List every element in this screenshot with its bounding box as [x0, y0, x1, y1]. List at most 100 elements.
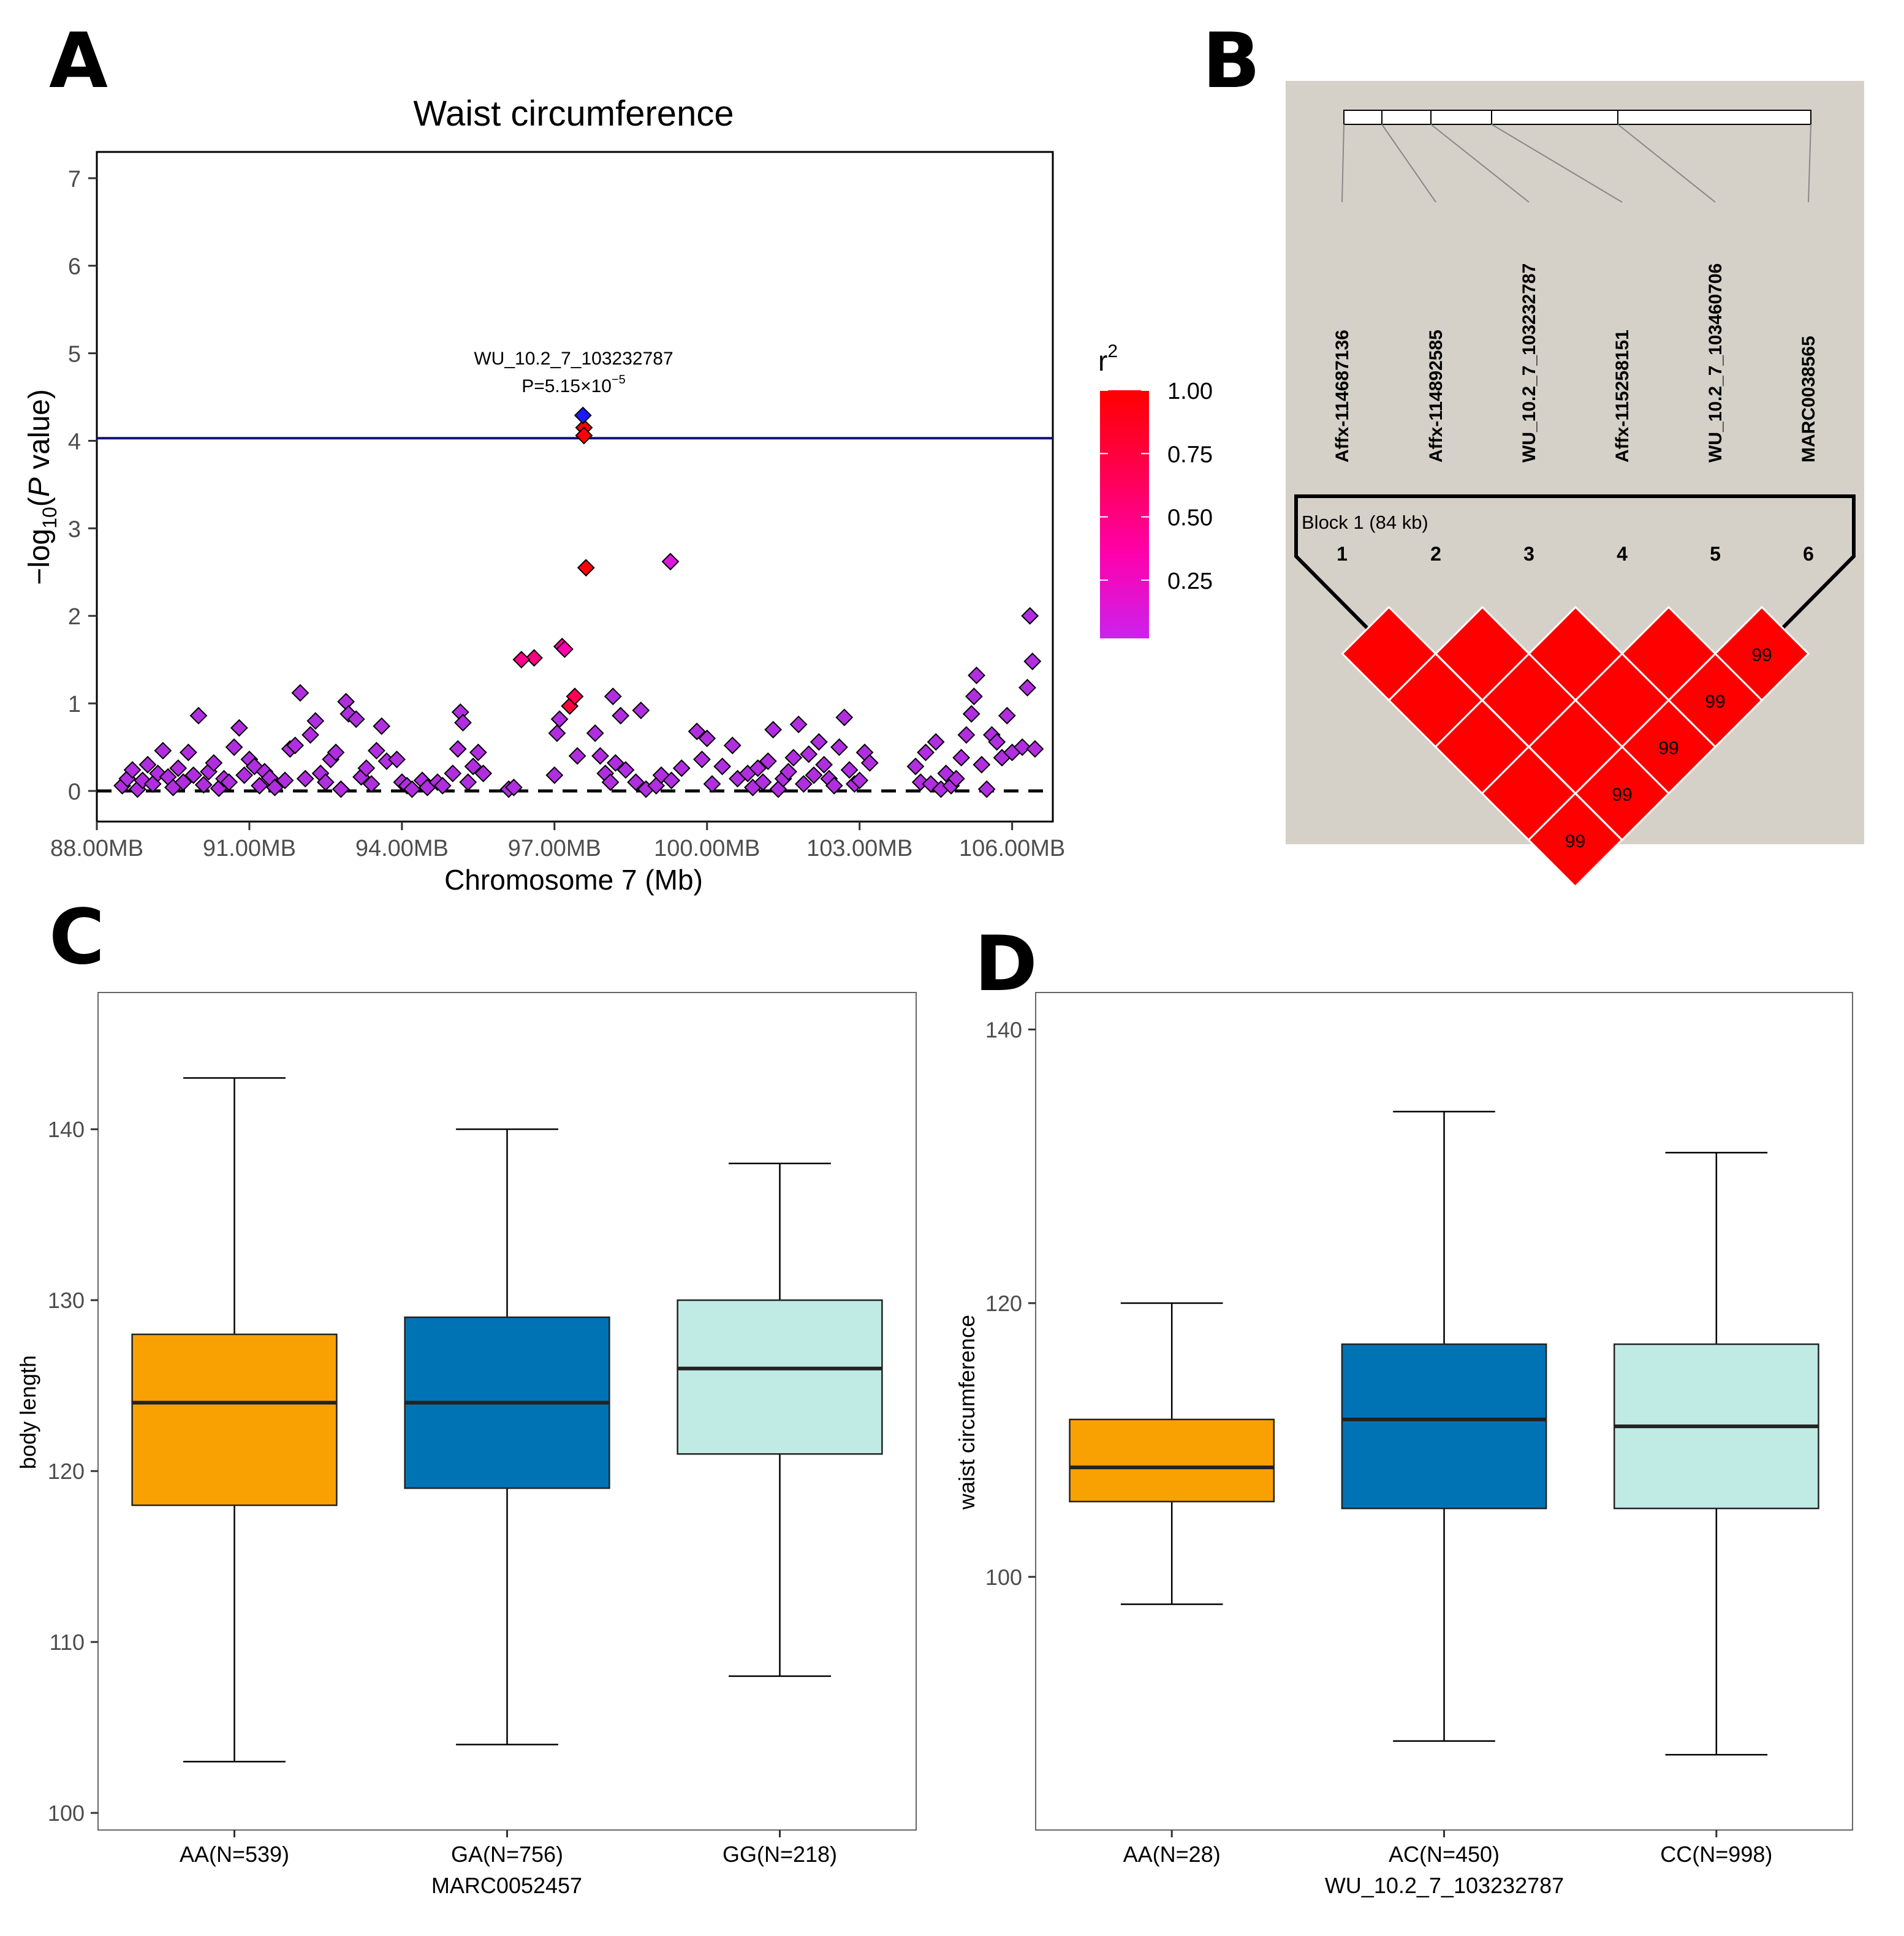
chart-c-xlabel: MARC0052457 — [431, 1873, 582, 1898]
snp-point — [962, 705, 980, 723]
legend-tick-label: 0.25 — [1167, 569, 1213, 594]
ld-cell-value: 99 — [1658, 738, 1678, 758]
chart-a-points — [113, 406, 1044, 798]
y-tick-label: 120 — [48, 1459, 85, 1484]
snp-point — [800, 745, 818, 763]
snp-point — [957, 726, 976, 744]
snp-point — [548, 724, 566, 743]
snp-point — [449, 739, 467, 758]
ld-cell-value: 99 — [1612, 785, 1632, 805]
snp-point-ld — [661, 553, 680, 571]
chart-d-x-axis: AA(N=28) AC(N=450) CC(N=998) — [1123, 1830, 1772, 1867]
snp-point — [805, 766, 823, 784]
snp-point-ld — [555, 640, 574, 658]
x-tick-label: 100.00MB — [654, 836, 760, 861]
snp-point — [286, 736, 305, 755]
y-tick-label: 2 — [68, 604, 81, 630]
snp-point — [327, 743, 345, 762]
box-iqr — [677, 1299, 883, 1455]
ld-bar-ticks — [1343, 110, 1811, 124]
box-iqr — [131, 1333, 338, 1507]
snp-point — [988, 733, 1006, 751]
chart-a-top-snp-label: WU_10.2_7_103232787 — [474, 349, 673, 369]
ld-cell — [1527, 792, 1623, 888]
snp-point — [276, 771, 294, 790]
snp-point — [474, 765, 493, 782]
snp-name-label: MARC0038565 — [1799, 336, 1819, 463]
snp-point — [794, 775, 813, 793]
snp-point — [568, 747, 586, 765]
ld-cells: 99 99 99 99 99 — [1341, 605, 1810, 888]
pvalue-mantissa: P=5.15×10 — [522, 376, 612, 396]
snp-point — [851, 771, 869, 790]
chart-c-boxes — [131, 1077, 883, 1763]
x-tick-label: 106.00MB — [959, 836, 1065, 861]
snp-connector — [1491, 124, 1623, 203]
snp-connector — [1341, 124, 1345, 203]
panel-c-boxplot: 100 110 120 130 140 AA(N=539) GA(N=756) GG(N=2… — [15, 992, 917, 1898]
snp-point — [154, 741, 172, 760]
snp-point — [764, 720, 783, 739]
snp-point — [906, 757, 925, 776]
snp-point — [367, 741, 385, 760]
snp-name-label: WU_10.2_7_103232787 — [1519, 263, 1539, 463]
x-tick-label: GA(N=756) — [451, 1842, 563, 1867]
x-tick-label: GG(N=218) — [723, 1842, 837, 1867]
snp-point — [973, 755, 991, 774]
snp-point — [688, 722, 706, 741]
snp-point-ld — [525, 649, 544, 667]
y-tick-label: 140 — [48, 1117, 85, 1142]
ld-cell-value: 99 — [1565, 831, 1585, 852]
chart-d-ylabel: waist circumference — [954, 1315, 979, 1510]
ld-connectors — [1341, 124, 1811, 203]
snp-point — [469, 743, 487, 762]
chart-a-title: Waist circumference — [413, 94, 734, 134]
snp-point — [169, 759, 188, 777]
y-tick-label: 3 — [68, 516, 81, 542]
snp-point — [965, 687, 983, 706]
snp-number: 5 — [1710, 543, 1721, 565]
snp-point — [601, 773, 620, 792]
snp-point — [220, 773, 238, 792]
chart-d-boxes — [1069, 1111, 1819, 1756]
snp-point — [174, 773, 192, 792]
snp-point — [1026, 739, 1044, 758]
snp-point — [693, 751, 711, 768]
legend-title-sup: 2 — [1107, 341, 1118, 361]
legend-title-r: r — [1098, 345, 1107, 377]
snp-point — [606, 754, 624, 772]
snp-point — [586, 724, 604, 743]
snp-point — [316, 773, 335, 792]
snp-point — [403, 780, 421, 798]
x-tick-label: AA(N=539) — [180, 1842, 289, 1867]
panel-letter-d: D — [974, 920, 1037, 1008]
legend-tick-label: 1.00 — [1167, 379, 1213, 404]
chart-c-x-axis: AA(N=539) GA(N=756) GG(N=218) — [180, 1830, 837, 1867]
snp-point — [784, 749, 803, 767]
y-tick-label: 110 — [50, 1630, 85, 1655]
snp-point — [789, 715, 808, 733]
snp-point — [604, 687, 622, 706]
snp-point — [917, 743, 935, 762]
ld-chromosome-bar — [1343, 110, 1811, 125]
x-tick-label: AC(N=450) — [1389, 1842, 1500, 1867]
snp-point — [612, 706, 630, 725]
snp-point — [505, 778, 523, 796]
snp-point — [189, 706, 208, 725]
chart-a-top-snp-pvalue: P=5.15×10−5 — [522, 373, 626, 396]
snp-point — [306, 712, 325, 730]
snp-point-ld — [512, 651, 531, 669]
snp-point — [840, 761, 859, 779]
chart-d-y-axis: 100 120 140 — [985, 1017, 1036, 1590]
snp-point — [998, 706, 1016, 725]
y-tick-label: 140 — [985, 1017, 1022, 1042]
snp-point-ld — [577, 559, 595, 577]
x-tick-label: 94.00MB — [355, 836, 449, 861]
legend-tick-label: 0.50 — [1167, 505, 1213, 531]
y-tick-label: 0 — [68, 779, 81, 805]
snp-point — [968, 666, 985, 684]
legend-ticks: 1.00 0.75 0.50 0.25 — [1100, 379, 1213, 594]
box-iqr — [1069, 1418, 1275, 1503]
snp-point — [749, 759, 767, 777]
